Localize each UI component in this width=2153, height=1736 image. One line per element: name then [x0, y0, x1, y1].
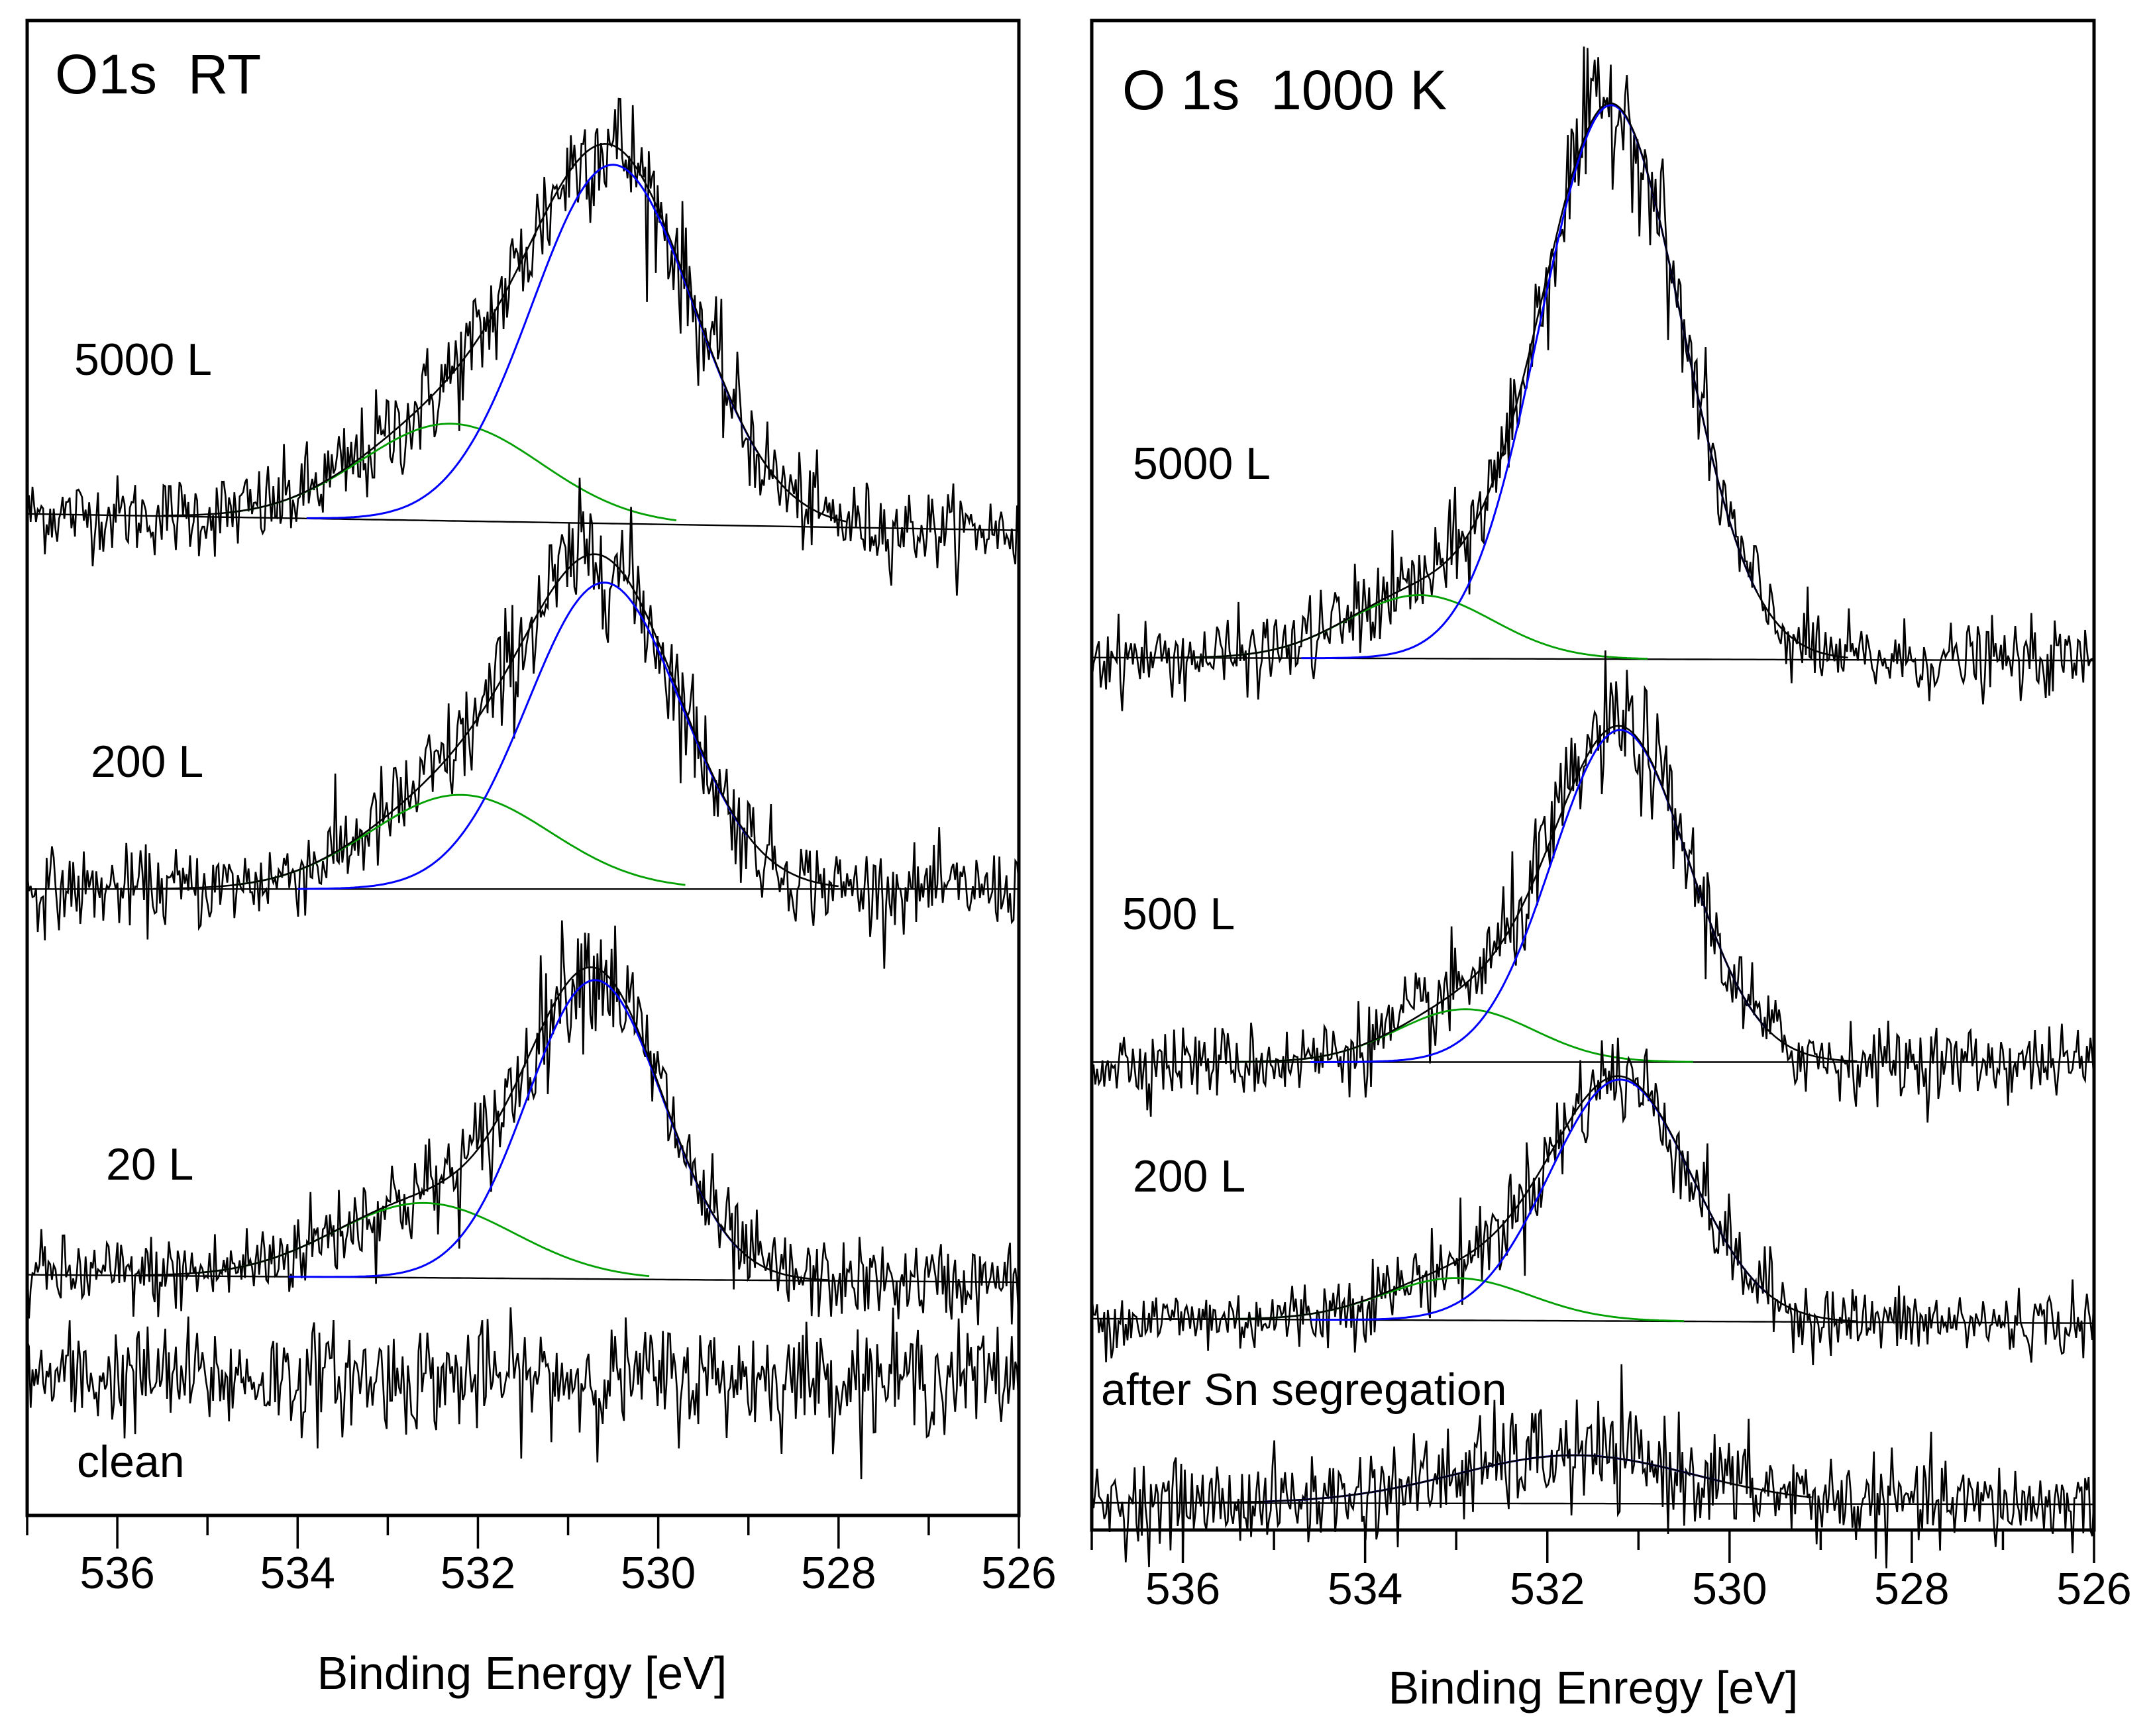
main-component-curve — [297, 582, 749, 890]
x-tick-label: 530 — [1692, 1564, 1767, 1614]
x-axis-title: Binding Enregy [eV] — [1389, 1662, 1799, 1713]
x-tick-label: 526 — [981, 1548, 1056, 1598]
plot-frame — [1090, 19, 2096, 1532]
x-tick-label: 534 — [260, 1548, 335, 1598]
spectrum-label: clean — [77, 1437, 185, 1487]
spectrum-label: 20 L — [106, 1139, 193, 1190]
plot-frame — [25, 19, 1021, 1517]
second-component-curve — [1192, 594, 1648, 660]
fit-envelope-curve — [144, 966, 830, 1281]
data-trace — [26, 97, 1020, 596]
panel-o1s-1000k: O 1s 1000 K 5000 L 500 L 200 L after Sn … — [1090, 19, 2132, 1713]
x-tick-label: 528 — [801, 1548, 876, 1598]
data-trace — [1090, 650, 2095, 1123]
spectrum-label: after Sn segregation — [1101, 1364, 1506, 1415]
fit-envelope-curve — [1155, 102, 1848, 659]
fit-envelope-curve — [1165, 725, 1858, 1063]
background-line — [1091, 656, 2094, 662]
main-component-curve — [1301, 104, 1758, 660]
spectrum-label: 500 L — [1122, 889, 1235, 939]
background-line — [26, 1274, 1019, 1284]
x-tick-label: 532 — [1510, 1564, 1585, 1614]
panel-title: O1s RT — [55, 43, 261, 105]
data-trace — [1090, 46, 2095, 711]
panel-title: O 1s 1000 K — [1122, 59, 1447, 121]
data-trace — [1090, 1037, 2095, 1365]
spectrum-label: 5000 L — [74, 334, 212, 385]
spectrum-label: 200 L — [1133, 1151, 1245, 1201]
fit-envelope-curve — [162, 142, 848, 523]
background-line — [1091, 1317, 2095, 1324]
data-trace — [26, 920, 1020, 1325]
panel-o1s-rt: O1s RT 5000 L 200 L 20 L clean Binding E… — [25, 19, 1057, 1699]
background-line — [1092, 1502, 2095, 1506]
x-tick-label: 534 — [1328, 1564, 1402, 1614]
second-component-curve — [234, 793, 686, 886]
spectrum-label: 5000 L — [1133, 438, 1271, 489]
fit-envelope-curve — [1119, 1454, 1812, 1504]
fit-envelope-curve — [1165, 1075, 1858, 1323]
main-component-curve — [306, 164, 759, 519]
x-tick-label: 536 — [79, 1548, 154, 1598]
x-tick-label: 528 — [1874, 1564, 1949, 1614]
x-axis-title: Binding Energy [eV] — [317, 1647, 727, 1699]
x-tick-label: 536 — [1145, 1564, 1220, 1614]
x-tick-label: 530 — [621, 1548, 696, 1598]
x-tick-label: 526 — [2056, 1564, 2131, 1614]
background-line — [26, 513, 1020, 531]
x-tick-label: 532 — [441, 1548, 515, 1598]
data-trace — [26, 1307, 1020, 1480]
spectrum-label: 200 L — [91, 737, 203, 787]
data-trace — [1090, 1364, 2095, 1568]
fit-envelope-curve — [153, 553, 839, 890]
